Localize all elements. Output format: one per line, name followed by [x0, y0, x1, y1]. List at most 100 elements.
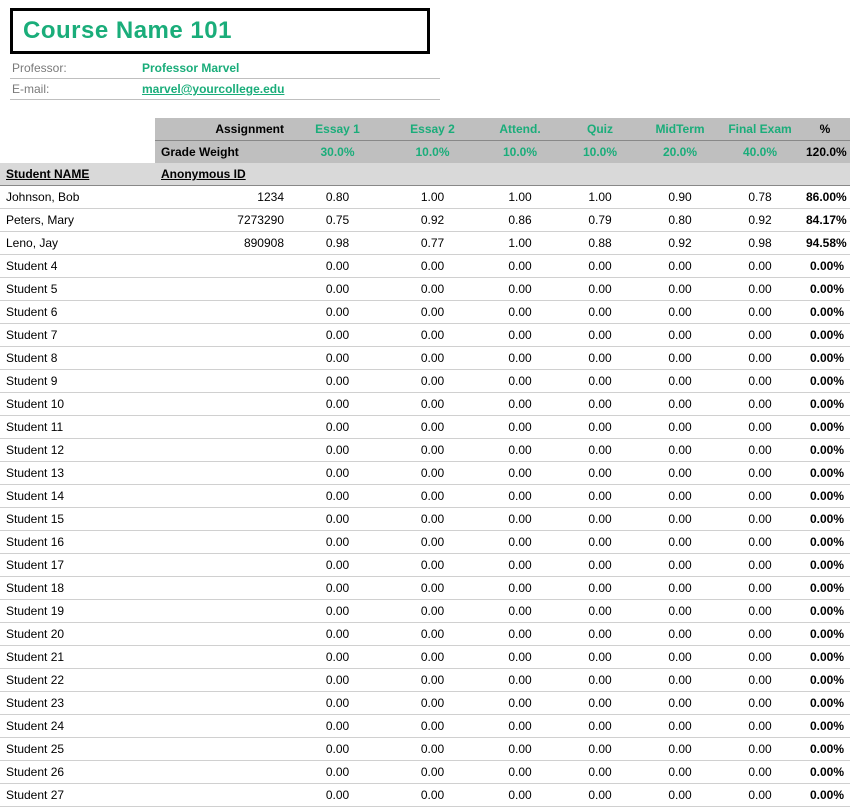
score-cell[interactable]: 0.00: [480, 393, 560, 416]
score-cell[interactable]: 0.00: [480, 646, 560, 669]
score-cell[interactable]: 0.00: [385, 324, 480, 347]
score-cell[interactable]: 0.00: [640, 508, 720, 531]
score-cell[interactable]: 0.00: [560, 646, 640, 669]
score-cell[interactable]: 0.79: [560, 209, 640, 232]
score-cell[interactable]: 0.00: [480, 761, 560, 784]
score-cell[interactable]: 0.00: [385, 692, 480, 715]
student-name[interactable]: Student 12: [0, 439, 155, 462]
score-cell[interactable]: 0.00: [560, 485, 640, 508]
score-cell[interactable]: 0.00: [290, 347, 385, 370]
score-cell[interactable]: 0.77: [385, 232, 480, 255]
score-cell[interactable]: 0.00: [720, 462, 800, 485]
score-cell[interactable]: 0.00: [560, 761, 640, 784]
score-cell[interactable]: 0.00: [640, 301, 720, 324]
student-id[interactable]: [155, 370, 290, 393]
student-name[interactable]: Johnson, Bob: [0, 186, 155, 209]
score-cell[interactable]: 0.00: [720, 577, 800, 600]
student-name[interactable]: Student 4: [0, 255, 155, 278]
student-name[interactable]: Student 8: [0, 347, 155, 370]
score-cell[interactable]: 0.00: [290, 554, 385, 577]
score-cell[interactable]: 0.00: [640, 646, 720, 669]
score-cell[interactable]: 0.00: [640, 554, 720, 577]
score-cell[interactable]: 0.00: [640, 278, 720, 301]
score-cell[interactable]: 0.00: [640, 439, 720, 462]
score-cell[interactable]: 0.00: [720, 715, 800, 738]
score-cell[interactable]: 0.75: [290, 209, 385, 232]
score-cell[interactable]: 0.00: [720, 738, 800, 761]
score-cell[interactable]: 0.00: [640, 255, 720, 278]
student-id[interactable]: [155, 577, 290, 600]
score-cell[interactable]: 0.00: [560, 416, 640, 439]
student-id[interactable]: [155, 393, 290, 416]
student-id[interactable]: [155, 347, 290, 370]
student-name[interactable]: Leno, Jay: [0, 232, 155, 255]
score-cell[interactable]: 0.00: [560, 554, 640, 577]
score-cell[interactable]: 0.86: [480, 209, 560, 232]
student-name[interactable]: Student 6: [0, 301, 155, 324]
student-name[interactable]: Student 18: [0, 577, 155, 600]
student-id[interactable]: [155, 531, 290, 554]
score-cell[interactable]: 0.00: [290, 577, 385, 600]
score-cell[interactable]: 0.00: [385, 531, 480, 554]
student-id[interactable]: [155, 508, 290, 531]
student-name[interactable]: Student 25: [0, 738, 155, 761]
student-id[interactable]: [155, 600, 290, 623]
score-cell[interactable]: 0.00: [480, 462, 560, 485]
student-name[interactable]: Student 27: [0, 784, 155, 807]
student-id[interactable]: [155, 255, 290, 278]
score-cell[interactable]: 0.00: [480, 669, 560, 692]
student-id[interactable]: [155, 485, 290, 508]
score-cell[interactable]: 0.00: [720, 370, 800, 393]
student-name[interactable]: Student 5: [0, 278, 155, 301]
score-cell[interactable]: 0.00: [560, 784, 640, 807]
student-id[interactable]: [155, 439, 290, 462]
score-cell[interactable]: 0.00: [290, 738, 385, 761]
score-cell[interactable]: 0.00: [385, 738, 480, 761]
score-cell[interactable]: 0.00: [640, 784, 720, 807]
score-cell[interactable]: 0.00: [640, 485, 720, 508]
score-cell[interactable]: 0.00: [560, 439, 640, 462]
score-cell[interactable]: 0.00: [480, 692, 560, 715]
student-id[interactable]: [155, 324, 290, 347]
score-cell[interactable]: 0.00: [560, 255, 640, 278]
student-name[interactable]: Student 17: [0, 554, 155, 577]
score-cell[interactable]: 0.00: [480, 738, 560, 761]
score-cell[interactable]: 0.00: [290, 784, 385, 807]
student-id[interactable]: [155, 761, 290, 784]
score-cell[interactable]: 0.00: [720, 347, 800, 370]
score-cell[interactable]: 0.00: [290, 255, 385, 278]
score-cell[interactable]: 0.00: [290, 508, 385, 531]
score-cell[interactable]: 0.00: [720, 669, 800, 692]
student-id[interactable]: [155, 692, 290, 715]
score-cell[interactable]: 0.00: [640, 393, 720, 416]
score-cell[interactable]: 0.00: [480, 324, 560, 347]
score-cell[interactable]: 0.00: [640, 370, 720, 393]
score-cell[interactable]: 0.00: [290, 416, 385, 439]
score-cell[interactable]: 0.00: [290, 301, 385, 324]
score-cell[interactable]: 0.00: [560, 715, 640, 738]
score-cell[interactable]: 0.00: [640, 462, 720, 485]
student-id[interactable]: [155, 301, 290, 324]
student-id[interactable]: 7273290: [155, 209, 290, 232]
score-cell[interactable]: 0.00: [560, 347, 640, 370]
score-cell[interactable]: 0.00: [640, 738, 720, 761]
score-cell[interactable]: 0.00: [720, 646, 800, 669]
score-cell[interactable]: 0.78: [720, 186, 800, 209]
score-cell[interactable]: 0.00: [480, 416, 560, 439]
score-cell[interactable]: 0.00: [385, 370, 480, 393]
score-cell[interactable]: 0.00: [385, 646, 480, 669]
score-cell[interactable]: 0.00: [720, 416, 800, 439]
score-cell[interactable]: 0.98: [720, 232, 800, 255]
email-link[interactable]: marvel@yourcollege.edu: [142, 82, 284, 96]
score-cell[interactable]: 0.00: [385, 715, 480, 738]
score-cell[interactable]: 0.00: [290, 600, 385, 623]
score-cell[interactable]: 0.00: [720, 324, 800, 347]
student-name[interactable]: Student 7: [0, 324, 155, 347]
score-cell[interactable]: 1.00: [385, 186, 480, 209]
score-cell[interactable]: 0.00: [640, 715, 720, 738]
score-cell[interactable]: 0.00: [385, 761, 480, 784]
score-cell[interactable]: 0.00: [480, 715, 560, 738]
score-cell[interactable]: 0.00: [720, 439, 800, 462]
student-id[interactable]: [155, 738, 290, 761]
score-cell[interactable]: 0.00: [480, 554, 560, 577]
